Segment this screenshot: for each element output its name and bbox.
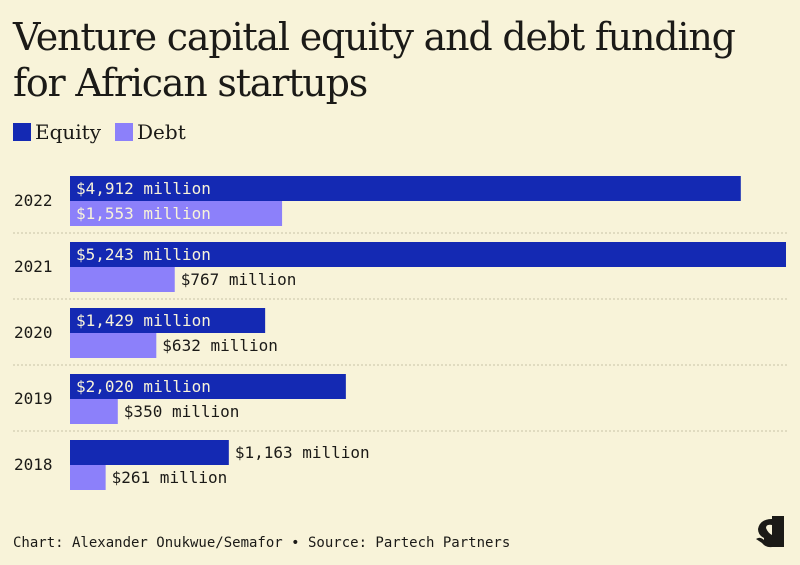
bar-equity [70,176,741,201]
legend-swatch-debt [115,123,134,141]
category-label: 2020 [14,323,53,342]
bar-debt [70,465,106,490]
bar-debt [70,267,175,292]
data-label: $261 million [112,468,228,487]
category-label: 2018 [14,455,53,474]
category-label: 2021 [14,257,53,276]
data-label: $2,020 million [76,377,211,396]
data-label: $767 million [181,270,297,289]
legend-item-equity: Equity [13,120,101,144]
bar-chart: 2022 $4,912 million $1,553 million 2021 $5,2… [13,176,787,490]
legend-label-debt: Debt [137,120,186,144]
data-label: $4,912 million [76,179,211,198]
category-label: 2019 [14,389,53,408]
bar-debt [70,399,118,424]
data-label: $350 million [124,402,240,421]
legend-item-debt: Debt [115,120,186,144]
legend: Equity Debt [13,120,186,144]
legend-label-equity: Equity [35,120,102,144]
data-label: $1,163 million [235,443,370,462]
chart-credit: Chart: Alexander Onukwue/Semafor • Sourc… [13,535,511,551]
legend-swatch-equity [13,123,31,141]
bar-equity [70,242,786,267]
bar-equity [70,440,229,465]
data-label: $632 million [162,336,278,355]
bar-equity [70,308,266,333]
category-label: 2022 [14,191,53,210]
bar-debt [70,333,157,358]
data-label: $5,243 million [76,245,211,264]
data-label: $1,553 million [76,204,211,223]
bar-equity [70,374,346,399]
chart-title: Venture capital equity and debt funding … [13,15,736,105]
bar-debt [70,201,283,226]
data-label: $1,429 million [76,311,211,330]
semafor-logo-icon [756,516,784,548]
